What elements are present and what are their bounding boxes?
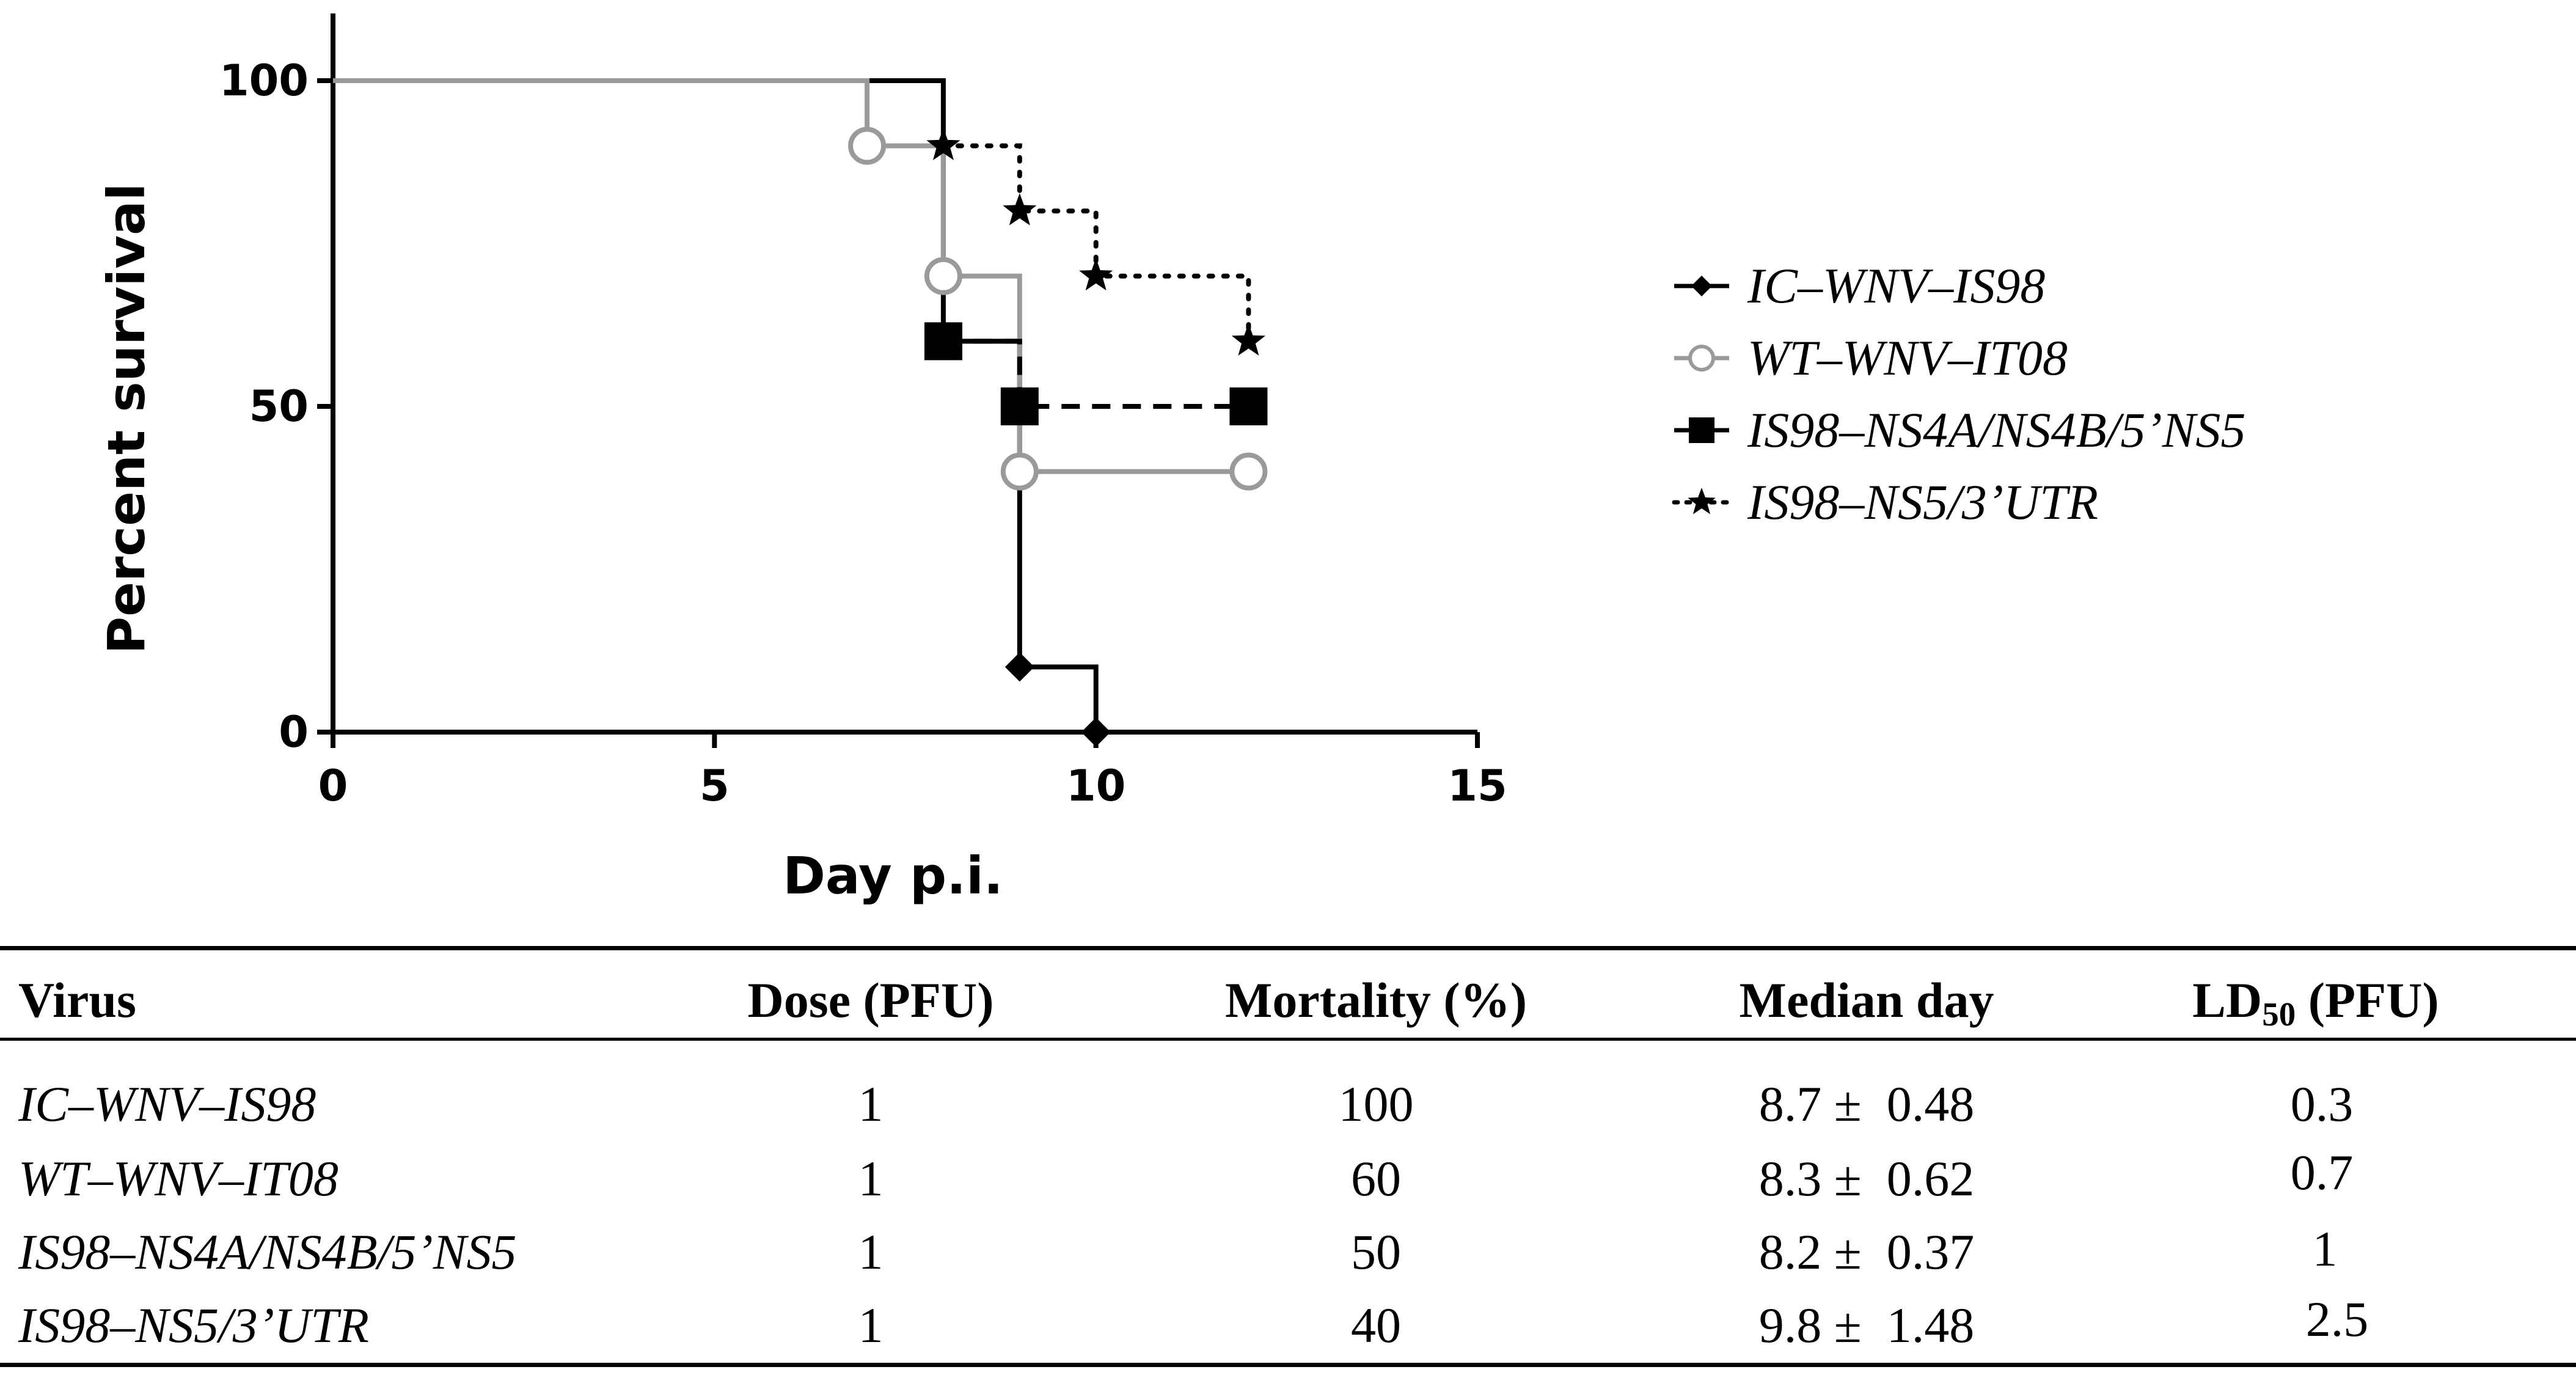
table-cell-mortality: 100: [1338, 1076, 1414, 1132]
data-point-series-1: [1004, 652, 1034, 682]
series-line-2: [333, 78, 1249, 474]
legend-label: IS98–NS5/3’UTR: [1747, 474, 2098, 530]
x-tick-label: 5: [700, 761, 730, 811]
table-cell-median-day: 9.8 ± 1.48: [1758, 1297, 1975, 1353]
data-point-series-4: [1079, 258, 1113, 291]
table-cell-virus: IC–WNV–IS98: [18, 1076, 317, 1132]
data-point-series-3: [1229, 387, 1268, 425]
header-dose: Dose (PFU): [747, 972, 994, 1028]
y-tick-label: 50: [249, 381, 309, 431]
legend-label: WT–WNV–IT08: [1747, 330, 2068, 386]
header-mortality: Mortality (%): [1224, 972, 1528, 1028]
table-cell-virus: WT–WNV–IT08: [18, 1151, 338, 1206]
x-axis-title: Day p.i.: [783, 846, 1003, 906]
table-cell-median-day: 8.3 ± 0.62: [1758, 1151, 1975, 1206]
legend-label: IS98–NS4A/NS4B/5’NS5: [1747, 402, 2245, 458]
survival-chart: 0 50 100 0 5 10 15 Day p.i. Percent survival IC–W…: [97, 13, 2245, 906]
x-tick-label: 0: [318, 761, 348, 811]
table-cell-virus: IS98–NS5/3’UTR: [18, 1297, 369, 1353]
x-tick-label: 10: [1066, 761, 1125, 811]
summary-table: Virus Dose (PFU) Mortality (%) Median da…: [0, 946, 2576, 1368]
data-point-series-2: [1000, 452, 1039, 491]
table-bottom-rule: [0, 1363, 2576, 1367]
legend-marker: [1688, 345, 1715, 372]
table-cell-ld50: 2.5: [2305, 1291, 2369, 1347]
table-cell-mortality: 60: [1351, 1151, 1401, 1206]
data-point-series-1: [1081, 717, 1111, 747]
table-cell-ld50: 0.3: [2290, 1076, 2354, 1132]
header-ld50-main: LD: [2192, 972, 2263, 1028]
data-point-series-4: [1231, 323, 1265, 356]
y-axis-title: Percent survival: [97, 183, 156, 654]
header-median-day: Median day: [1739, 972, 1994, 1028]
table-cell-ld50: 1: [2312, 1221, 2338, 1277]
y-tick-label: 0: [279, 707, 309, 757]
legend-label: IC–WNV–IS98: [1747, 258, 2045, 314]
table-header-rule: [0, 1038, 2576, 1041]
header-ld50-subscript: 50: [2262, 996, 2296, 1033]
table-cell-dose: 1: [858, 1076, 884, 1132]
data-point-series-2: [924, 257, 962, 295]
y-tick-label: 100: [219, 56, 309, 106]
series-line-3: [943, 339, 1249, 409]
table-cell-median-day: 8.2 ± 0.37: [1758, 1224, 1975, 1280]
table-cell-ld50: 0.7: [2290, 1145, 2354, 1200]
table-cell-mortality: 40: [1351, 1297, 1401, 1353]
table-cell-dose: 1: [858, 1151, 884, 1206]
data-point-series-2: [1229, 452, 1268, 491]
table-cell-dose: 1: [858, 1224, 884, 1280]
legend-marker: [1689, 417, 1714, 443]
table-cell-median-day: 8.7 ± 0.48: [1758, 1076, 1975, 1132]
data-point-series-3: [924, 322, 962, 361]
table-cell-virus: IS98–NS4A/NS4B/5’NS5: [18, 1224, 517, 1280]
x-tick-label: 15: [1447, 761, 1507, 811]
table-cell-dose: 1: [858, 1297, 884, 1353]
data-point-series-3: [1000, 387, 1039, 425]
legend-marker: [1691, 276, 1712, 296]
data-point-series-4: [1003, 193, 1037, 226]
header-virus: Virus: [18, 972, 136, 1028]
legend-marker: [1688, 488, 1716, 515]
header-ld50: LD50 (PFU): [2192, 972, 2439, 1032]
data-point-series-2: [848, 127, 887, 165]
series-line-4: [940, 143, 1251, 344]
table-top-rule: [0, 946, 2576, 950]
header-ld50-unit: (PFU): [2296, 972, 2439, 1028]
data-point-series-4: [926, 128, 961, 161]
series-line-1: [333, 78, 1099, 732]
table-cell-mortality: 50: [1351, 1224, 1401, 1280]
